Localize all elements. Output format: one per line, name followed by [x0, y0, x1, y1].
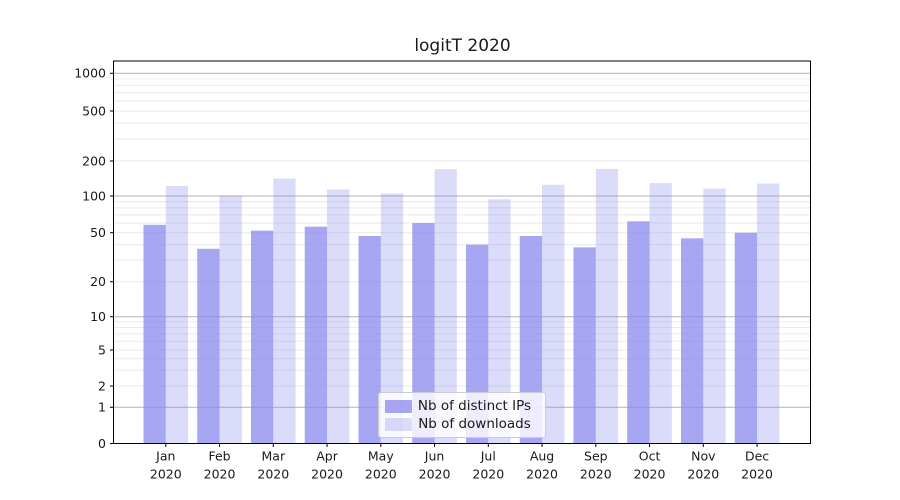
y-tick-label-2: 2 [98, 378, 106, 393]
y-tick-label-500: 500 [82, 103, 106, 118]
x-tick-label-month-oct: Oct [639, 449, 661, 464]
legend-item-distinct-ips: Nb of distinct IPs [385, 398, 537, 414]
bar-downloads-sep [595, 168, 619, 444]
x-tick-label-year-apr: 2020 [311, 467, 343, 482]
y-tick-label-50: 50 [90, 225, 106, 240]
bar-downloads-jun [434, 169, 457, 444]
x-tick-label-year-may: 2020 [365, 467, 397, 482]
x-tick-label-year-dec: 2020 [741, 467, 773, 482]
x-tick-label-year-jan: 2020 [150, 467, 182, 482]
bar-ips-sep [573, 247, 596, 444]
bar-ips-oct [627, 221, 650, 444]
y-tick-label-20: 20 [90, 274, 106, 289]
x-tick-label-month-jun: Jun [424, 449, 445, 464]
legend-item-downloads: Nb of downloads [385, 416, 537, 432]
bar-ips-feb [197, 248, 220, 444]
x-tick-label-year-mar: 2020 [257, 467, 289, 482]
bar-downloads-feb [219, 195, 242, 444]
y-tick-label-0: 0 [98, 436, 106, 451]
bar-ips-apr [304, 226, 328, 444]
x-tick-label-year-aug: 2020 [526, 467, 558, 482]
bar-ips-jan [143, 224, 166, 444]
legend-swatch-distinct-ips [385, 399, 412, 413]
bar-downloads-may [380, 193, 404, 444]
bar-downloads-jul [488, 199, 511, 444]
x-tick-label-month-jan: Jan [155, 449, 175, 464]
y-tick-label-5: 5 [98, 342, 106, 357]
x-tick-label-year-oct: 2020 [634, 467, 666, 482]
bar-ips-aug [519, 236, 543, 444]
x-tick-label-month-sep: Sep [584, 449, 608, 464]
x-tick-label-year-nov: 2020 [687, 467, 719, 482]
y-tick-label-100: 100 [82, 188, 106, 203]
x-tick-label-month-mar: Mar [262, 449, 286, 464]
bar-downloads-dec [757, 183, 780, 444]
legend-label-distinct-ips: Nb of distinct IPs [417, 398, 532, 414]
legend-label-downloads: Nb of downloads [418, 416, 531, 432]
y-tick-label-10: 10 [90, 309, 106, 324]
x-tick-label-month-jul: Jul [480, 449, 496, 464]
x-tick-label-year-jun: 2020 [419, 467, 451, 482]
x-tick-label-month-aug: Aug [530, 449, 554, 464]
x-tick-label-month-dec: Dec [745, 449, 769, 464]
bar-downloads-apr [327, 189, 350, 444]
bar-ips-mar [251, 230, 274, 444]
bar-downloads-oct [649, 183, 672, 444]
legend: Nb of distinct IPs Nb of downloads [378, 392, 546, 438]
x-tick-label-year-sep: 2020 [580, 467, 612, 482]
bar-downloads-nov [703, 188, 726, 444]
y-tick-label-1: 1 [98, 400, 106, 415]
y-tick-label-200: 200 [82, 153, 106, 168]
x-tick-label-year-jul: 2020 [472, 467, 504, 482]
x-tick-label-month-may: May [368, 449, 394, 464]
x-tick-label-year-feb: 2020 [204, 467, 236, 482]
bar-downloads-mar [273, 178, 296, 444]
bar-ips-may [358, 236, 381, 444]
bar-downloads-jan [165, 185, 189, 444]
y-tick-label-1000: 1000 [74, 66, 106, 81]
x-tick-label-month-nov: Nov [691, 449, 716, 464]
chart-title: logitT 2020 [414, 36, 511, 56]
x-tick-label-month-apr: Apr [316, 449, 338, 464]
bar-ips-jun [412, 223, 435, 444]
bar-ips-nov [681, 238, 704, 444]
bar-downloads-aug [542, 184, 565, 444]
bar-ips-dec [734, 232, 758, 444]
plot-border [113, 60, 811, 444]
x-tick-label-month-feb: Feb [208, 449, 230, 464]
legend-swatch-downloads [385, 417, 412, 431]
